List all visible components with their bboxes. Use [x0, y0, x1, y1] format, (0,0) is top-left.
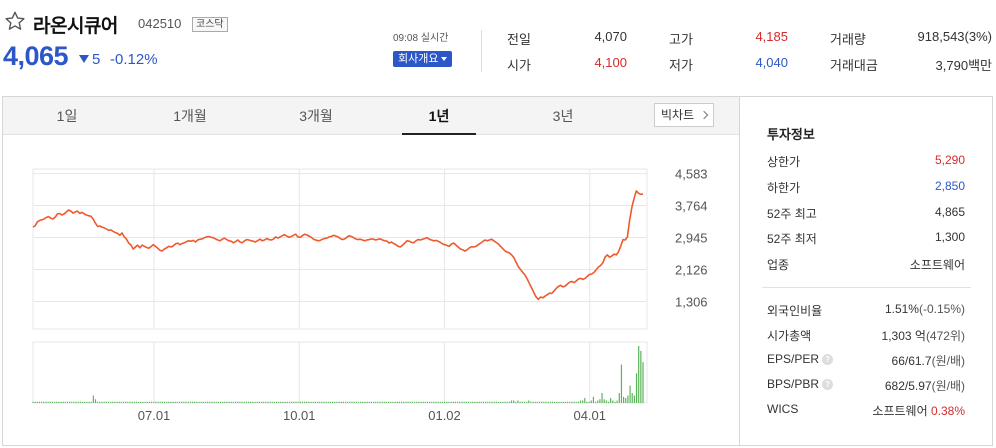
lower-limit-value: 2,850 [934, 179, 965, 193]
market-cap-label: 시가총액 [767, 329, 812, 343]
tab-1-day[interactable]: 1일 [56, 108, 78, 124]
stock-code: 042510 [138, 16, 182, 31]
y-tick-label: 4,583 [675, 167, 708, 182]
y-tick-label: 2,126 [675, 262, 708, 277]
company-overview-label: 회사개요 [398, 53, 439, 65]
question-icon[interactable]: ? [822, 379, 834, 390]
tab-3-month[interactable]: 3개월 [299, 108, 333, 124]
chart-panel: 1일 1개월 3개월 1년 3년 빅차트 4,583 3,764 2,945 2,12… [2, 96, 740, 446]
info-row-foreign-ratio: 외국인비율 1.51%(-0.15%) [767, 302, 965, 320]
question-icon[interactable]: ? [822, 354, 834, 365]
wics-change: 0.38% [930, 404, 965, 418]
x-tick-label: 01.02 [428, 408, 461, 423]
tab-1-year[interactable]: 1년 [399, 97, 479, 135]
tab-3-year[interactable]: 3년 [552, 108, 574, 124]
realtime-label: 09:08 실시간 [393, 33, 449, 44]
open-label: 시가 [507, 58, 531, 73]
quote-divider [481, 30, 482, 72]
current-price: 4,065 [3, 41, 69, 71]
wics-value: 소프트웨어 0.38% [872, 404, 965, 418]
info-row-bps-pbr: BPS/PBR? 682/5.97(원/배) [767, 377, 965, 395]
change-percent: -0.12% [110, 51, 158, 68]
bps-pbr-unit: (원/배) [931, 379, 965, 393]
y-tick-label: 1,306 [675, 294, 708, 309]
wics-label: WICS [767, 402, 799, 416]
volume-value: 918,543(3%) [917, 29, 992, 44]
investment-info-panel: 투자정보 상한가 5,290 하한가 2,850 52주 최고 4,865 52… [740, 96, 993, 446]
company-overview-button[interactable]: 회사개요 [393, 51, 453, 67]
favorite-star-icon[interactable] [4, 10, 26, 32]
low-label: 저가 [669, 58, 693, 73]
52w-low-label: 52주 최저 [767, 232, 817, 246]
info-row-lower-limit: 하한가 2,850 [767, 179, 965, 197]
market-cap-rank: (472위) [925, 329, 965, 343]
price-plot-frame [32, 168, 648, 330]
52w-high-label: 52주 최고 [767, 207, 817, 221]
tab-1-month[interactable]: 1개월 [173, 108, 207, 124]
low-value: 4,040 [755, 55, 788, 70]
x-tick-label: 04.01 [573, 408, 606, 423]
eps-per-value: 66/61.7(원/배) [891, 354, 965, 368]
52w-low-value: 1,300 [934, 230, 965, 244]
big-chart-button[interactable]: 빅차트 [654, 103, 714, 127]
info-row-52w-high: 52주 최고 4,865 [767, 205, 965, 223]
high-label: 고가 [669, 32, 693, 47]
sector-value[interactable]: 소프트웨어 [909, 258, 965, 272]
y-tick-label: 3,764 [675, 199, 708, 214]
info-divider [762, 287, 971, 288]
sector-label: 업종 [767, 258, 790, 272]
foreign-ratio-change: (-0.15%) [918, 302, 965, 316]
info-row-wics: WICS 소프트웨어 0.38% [767, 402, 965, 420]
investment-info-title: 투자정보 [767, 127, 815, 142]
x-tick-label: 10.01 [283, 408, 316, 423]
change-value: 5 [92, 51, 101, 68]
volume-plot-frame [32, 341, 648, 404]
amount-value: 3,790백만 [935, 58, 992, 73]
info-row-upper-limit: 상한가 5,290 [767, 153, 965, 171]
prev-close-label: 전일 [507, 32, 531, 47]
stock-name: 라온시큐어 [33, 16, 118, 37]
info-row-market-cap: 시가총액 1,303 억(472위) [767, 327, 965, 345]
info-row-sector: 업종 소프트웨어 [767, 256, 965, 274]
amount-label: 거래대금 [830, 58, 878, 73]
info-row-52w-low: 52주 최저 1,300 [767, 230, 965, 248]
x-tick-label: 07.01 [138, 408, 171, 423]
eps-per-label: EPS/PER? [767, 352, 834, 366]
foreign-ratio-label: 외국인비율 [767, 304, 823, 318]
market-badge: 코스닥 [192, 17, 228, 32]
volume-label: 거래량 [830, 32, 866, 47]
info-row-eps-per: EPS/PER? 66/61.7(원/배) [767, 352, 965, 370]
y-tick-label: 2,945 [675, 230, 708, 245]
eps-per-unit: (원/배) [931, 354, 965, 368]
foreign-ratio-value: 1.51%(-0.15%) [884, 302, 965, 316]
prev-close-value: 4,070 [594, 29, 627, 44]
bps-pbr-label: BPS/PBR? [767, 377, 834, 391]
upper-limit-value: 5,290 [934, 153, 965, 167]
52w-high-value: 4,865 [934, 205, 965, 219]
market-cap-value: 1,303 억(472위) [881, 329, 965, 343]
bps-pbr-value: 682/5.97(원/배) [884, 379, 965, 393]
open-value: 4,100 [594, 55, 627, 70]
period-tabs: 1일 1개월 3개월 1년 3년 빅차트 [3, 97, 739, 135]
caret-down-icon [441, 57, 448, 62]
price-line [32, 190, 644, 301]
big-chart-label: 빅차트 [661, 108, 695, 122]
high-value: 4,185 [755, 29, 788, 44]
triangle-down-icon [79, 55, 89, 63]
price-chart[interactable]: 4,583 3,764 2,945 2,126 1,306 07.01 10.01 01.02… [3, 97, 739, 445]
lower-limit-label: 하한가 [767, 181, 801, 195]
upper-limit-label: 상한가 [767, 155, 801, 169]
